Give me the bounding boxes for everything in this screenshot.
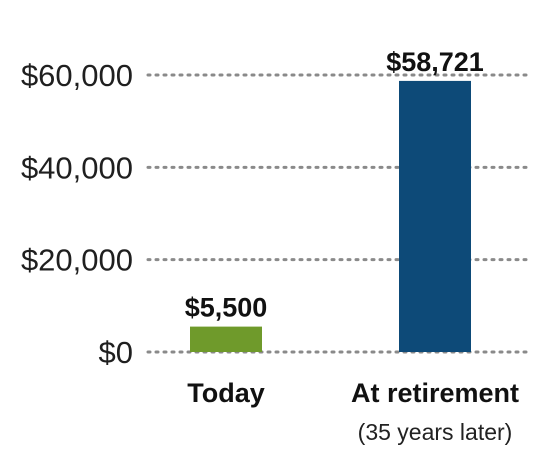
category-label: At retirement xyxy=(351,378,519,408)
y-tick-label: $40,000 xyxy=(21,150,133,185)
labels: $5,500 Today $58,721 At retirement (35 years… xyxy=(185,47,519,445)
y-axis-ticks: $0 $20,000 $40,000 $60,000 xyxy=(21,58,133,370)
data-label: $5,500 xyxy=(185,293,268,323)
bar xyxy=(399,80,471,352)
data-label: $58,721 xyxy=(386,47,484,77)
category-sublabel: (35 years later) xyxy=(358,419,513,445)
bars xyxy=(190,80,471,352)
bar xyxy=(190,326,262,352)
category-label: Today xyxy=(187,378,265,408)
y-tick-label: $20,000 xyxy=(21,243,133,278)
y-tick-label: $60,000 xyxy=(21,58,133,93)
y-tick-label: $0 xyxy=(99,335,133,370)
